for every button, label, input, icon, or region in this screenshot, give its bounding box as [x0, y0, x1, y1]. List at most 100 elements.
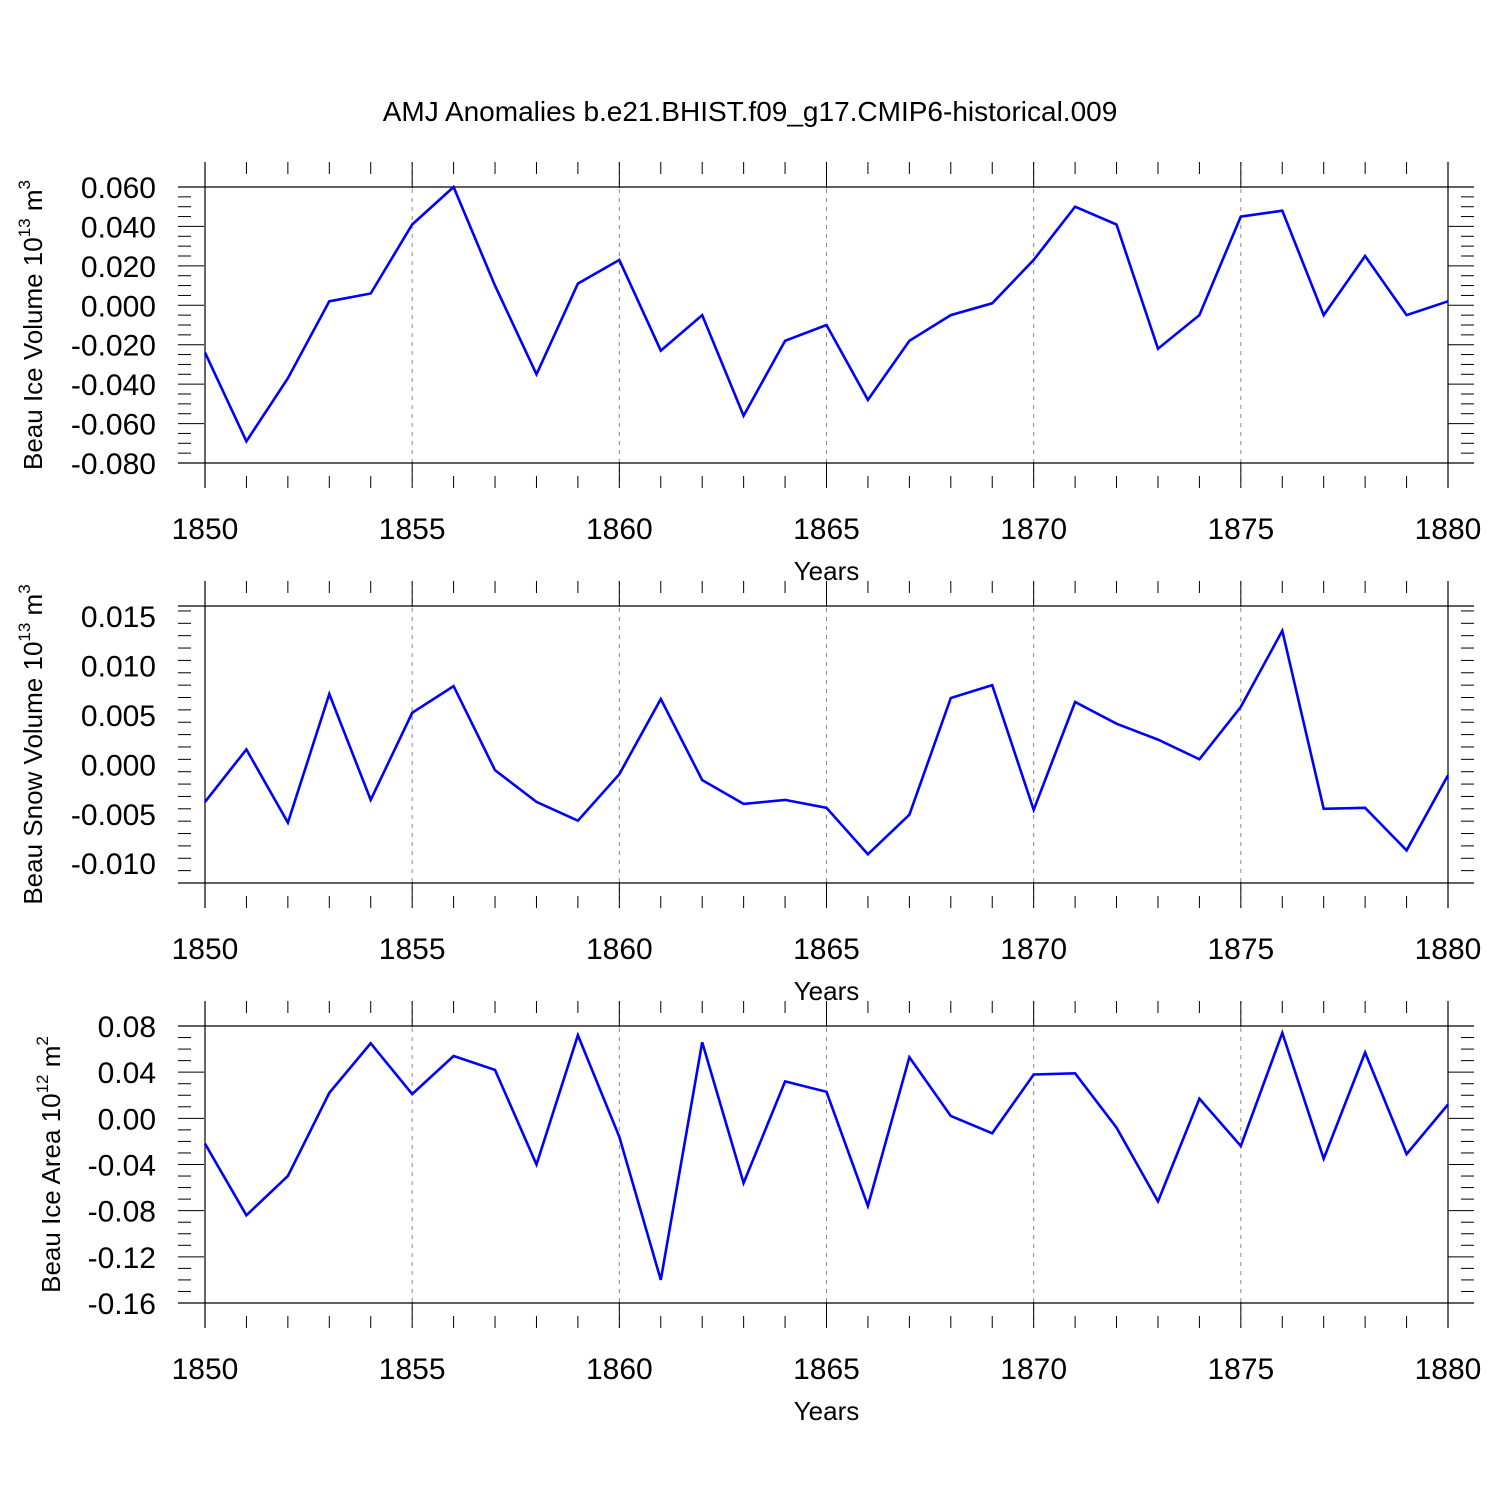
- y-axis-label-unit: m: [36, 1046, 66, 1075]
- data-point: [826, 1091, 828, 1093]
- data-point: [1364, 1052, 1366, 1054]
- data-point: [660, 350, 662, 352]
- data-point: [411, 712, 413, 714]
- x-tick-label: 1855: [379, 933, 446, 966]
- data-point: [701, 314, 703, 316]
- x-tick-label: 1860: [586, 1353, 653, 1386]
- y-tick-label: 0.08: [98, 1011, 156, 1044]
- x-tick-label: 1865: [793, 1353, 860, 1386]
- data-point: [1240, 706, 1242, 708]
- data-point: [1033, 1073, 1035, 1075]
- data-point: [1323, 314, 1325, 316]
- series-line-ice-area: [203, 1028, 1449, 1281]
- data-point: [370, 1042, 372, 1044]
- y-axis-label: Beau Snow Volume 1013 m3: [15, 584, 48, 904]
- data-point: [1074, 206, 1076, 208]
- series-line-snow-volume: [203, 627, 1450, 857]
- data-point: [1074, 1072, 1076, 1074]
- y-tick-label: 0.04: [98, 1057, 156, 1090]
- data-point: [1406, 849, 1408, 851]
- x-tick-label: 1880: [1415, 933, 1482, 966]
- data-point: [245, 1214, 247, 1216]
- data-point: [743, 1182, 745, 1184]
- data-point: [1406, 314, 1408, 316]
- data-point: [1033, 259, 1035, 261]
- x-tick-label: 1875: [1207, 1353, 1274, 1386]
- x-tick-label: 1875: [1207, 513, 1274, 546]
- y-tick-label: -0.005: [71, 799, 156, 832]
- data-point: [494, 769, 496, 771]
- data-point: [453, 1055, 455, 1057]
- x-tick-label: 1870: [1000, 1353, 1067, 1386]
- data-point: [287, 822, 289, 824]
- data-point: [1198, 758, 1200, 760]
- data-point: [1447, 774, 1449, 776]
- x-tick-label: 1850: [172, 933, 239, 966]
- data-point: [1116, 723, 1118, 725]
- data-point: [660, 698, 662, 700]
- data-point: [950, 1115, 952, 1117]
- data-point: [826, 324, 828, 326]
- y-tick-label: -0.16: [88, 1288, 156, 1321]
- data-point: [1074, 701, 1076, 703]
- data-point: [1447, 1103, 1449, 1105]
- y-tick-label: 0.000: [81, 290, 156, 323]
- data-point: [784, 340, 786, 342]
- y-axis-label-main: Beau Ice Area 10: [36, 1093, 66, 1292]
- y-tick-label: 0.040: [81, 211, 156, 244]
- y-tick-label: -0.08: [88, 1196, 156, 1229]
- data-point: [287, 1175, 289, 1177]
- y-axis-label: Beau Ice Volume 1013 m3: [15, 180, 48, 470]
- y-tick-label: -0.020: [71, 330, 156, 363]
- y-tick-label: -0.060: [71, 409, 156, 442]
- data-point: [618, 1136, 620, 1138]
- data-point: [950, 314, 952, 316]
- y-axis-label-unit-exponent: 2: [33, 1036, 52, 1045]
- data-point: [867, 853, 869, 855]
- data-point: [618, 259, 620, 261]
- data-point: [287, 377, 289, 379]
- data-point: [328, 693, 330, 695]
- x-tick-label: 1850: [172, 513, 239, 546]
- data-point: [701, 779, 703, 781]
- data-point: [784, 799, 786, 801]
- y-tick-label: 0.060: [81, 172, 156, 205]
- data-point: [1364, 807, 1366, 809]
- x-tick-label: 1860: [586, 933, 653, 966]
- y-axis-label-exponent: 13: [15, 623, 34, 642]
- data-point: [577, 283, 579, 285]
- data-point: [1323, 808, 1325, 810]
- x-tick-label: 1880: [1415, 513, 1482, 546]
- data-point: [660, 1279, 662, 1281]
- x-tick-label: 1865: [793, 933, 860, 966]
- y-tick-label: 0.020: [81, 251, 156, 284]
- data-point: [411, 1093, 413, 1095]
- data-point: [411, 223, 413, 225]
- x-tick-label: 1855: [379, 1353, 446, 1386]
- y-tick-label: 0.00: [98, 1103, 156, 1136]
- y-axis-label-unit-exponent: 3: [15, 584, 34, 593]
- panel-ice-area: 0.08 0.04 0.00 -0.04 -0.08 -0.12 -0.16 1850 1855…: [33, 1001, 1481, 1426]
- data-point: [908, 1056, 910, 1058]
- data-point: [1116, 1127, 1118, 1129]
- y-tick-label: -0.04: [88, 1150, 156, 1183]
- data-point: [1198, 1098, 1200, 1100]
- data-point: [1240, 1145, 1242, 1147]
- data-point: [908, 814, 910, 816]
- y-tick-label: -0.12: [88, 1242, 156, 1275]
- data-point: [1406, 1153, 1408, 1155]
- data-point: [867, 399, 869, 401]
- data-point: [1281, 630, 1283, 632]
- data-point: [1157, 739, 1159, 741]
- data-point: [867, 1205, 869, 1207]
- y-axis-label-exponent: 13: [15, 218, 34, 237]
- data-point: [1323, 1158, 1325, 1160]
- data-point: [204, 1143, 206, 1145]
- y-axis-label: Beau Ice Area 1012 m2: [33, 1036, 66, 1293]
- x-tick-label: 1875: [1207, 933, 1274, 966]
- data-point: [245, 440, 247, 442]
- y-axis-label-exponent: 12: [33, 1074, 52, 1093]
- data-point: [1447, 300, 1449, 302]
- data-point: [1281, 210, 1283, 212]
